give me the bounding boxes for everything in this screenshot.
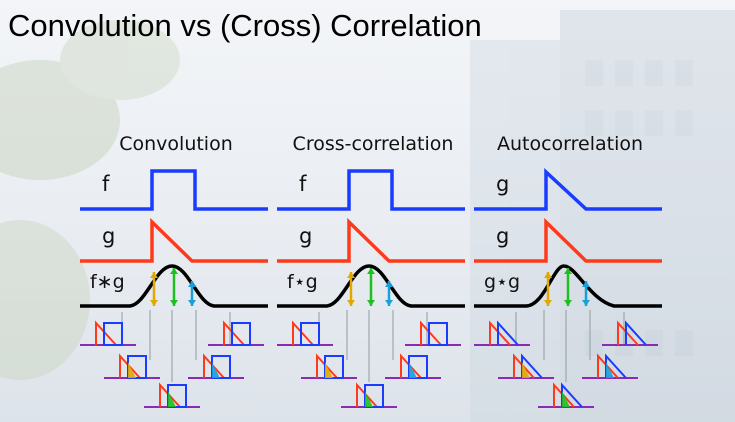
overlap-thumb-right [188,353,244,379]
signal-2-label: g [299,224,312,248]
signal-2-label: g [496,224,509,248]
panel-heading: Cross-correlation [293,133,454,155]
result-curve [474,264,662,308]
signal-2-curve [277,217,465,263]
center-overlap-arrow [564,268,572,306]
signal-1-curve [474,167,662,211]
slide-title: Convolution vs (Cross) Correlation [8,8,482,43]
panel-cross-correlation: Cross-correlation f g f⋆g [277,133,465,408]
panel-convolution: Convolution f g f∗g [80,133,268,408]
right-overlap-arrow [385,281,393,306]
panel-heading: Convolution [119,133,233,155]
signal-1-curve [277,169,465,211]
signal-1-label: f [102,172,110,196]
overlap-thumb-far-left [277,320,333,346]
panel-autocorrelation: Autocorrelation g g g⋆g [474,133,662,408]
signal-1-label: g [496,172,509,196]
panel-heading: Autocorrelation [497,133,643,155]
overlap-thumb-left [498,353,554,379]
overlap-thumb-right [582,353,638,379]
signal-1-curve [80,169,268,211]
result-label: f⋆g [287,271,318,293]
overlap-thumb-center [341,382,397,408]
signal-2-curve [474,217,662,263]
signal-1-label: f [299,172,307,196]
overlap-thumb-far-left [80,320,136,346]
result-curve [80,264,268,308]
result-label: g⋆g [484,271,520,293]
left-overlap-arrow [347,272,355,306]
overlap-thumb-far-left [474,320,530,346]
overlap-thumb-left [301,353,357,379]
left-overlap-arrow [544,272,552,306]
overlap-thumb-right [385,353,441,379]
overlap-thumb-far-right [602,320,658,346]
left-overlap-arrow [150,272,158,306]
overlap-thumb-center [144,382,200,408]
right-overlap-arrow [582,281,590,306]
signal-2-curve [80,217,268,263]
result-curve [277,264,465,308]
right-overlap-arrow [188,281,196,306]
signal-2-label: g [102,224,115,248]
overlap-thumb-far-right [208,320,264,346]
center-overlap-arrow [170,268,178,306]
overlap-thumb-far-right [405,320,461,346]
overlap-thumb-center [538,382,594,408]
overlap-thumb-left [104,353,160,379]
center-overlap-arrow [367,268,375,306]
result-label: f∗g [90,271,125,293]
